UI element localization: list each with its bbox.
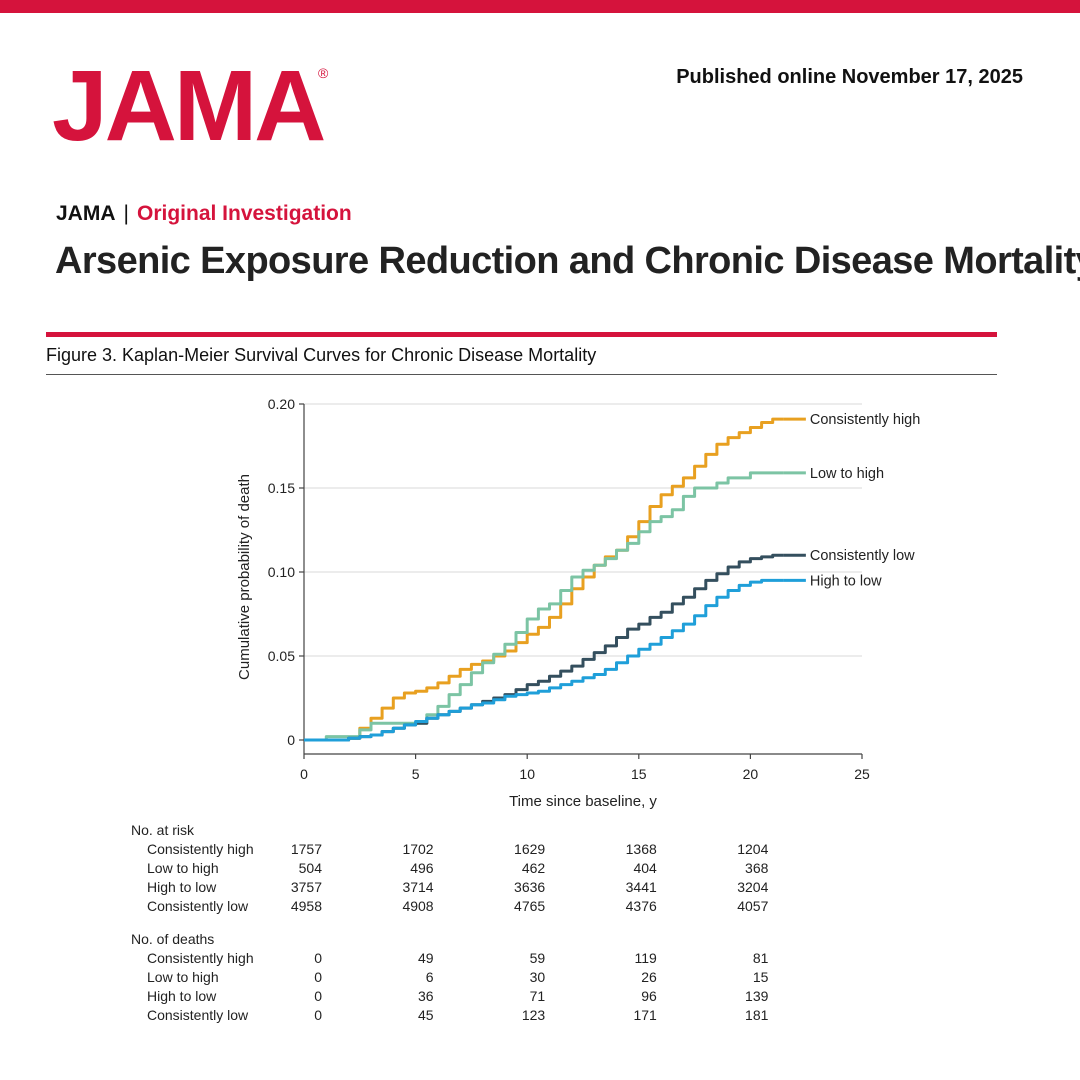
logo-text: JAMA: [52, 50, 326, 162]
risk-table-cell: 4057: [737, 898, 769, 914]
x-axis-label: Time since baseline, y: [509, 793, 657, 810]
published-date: Published online November 17, 2025: [676, 66, 1023, 88]
risk-table-cell: 0: [314, 1007, 322, 1023]
at-risk-heading: No. at risk: [131, 822, 195, 838]
chart-series: [304, 417, 784, 742]
risk-table-cell: 139: [745, 988, 769, 1004]
y-tick-label: 0.10: [268, 564, 295, 580]
series-label-high-to-low: High to low: [810, 573, 882, 589]
x-tick-label: 25: [854, 766, 870, 782]
risk-table-cell: 1204: [737, 841, 769, 857]
risk-table-cell: 3757: [290, 879, 322, 895]
risk-table-cell: 4908: [402, 898, 434, 914]
risk-table-cell: 4958: [290, 898, 322, 914]
series-line-consistently-low: [304, 553, 784, 742]
figure-top-rule: [46, 332, 997, 337]
risk-table-cell: 504: [298, 860, 322, 876]
risk-table-cell: 4765: [514, 898, 546, 914]
risk-table-cell: 49: [418, 950, 434, 966]
section-separator: |: [123, 202, 129, 225]
risk-table-cell: 3714: [402, 879, 434, 895]
risk-table-cell: 26: [641, 969, 657, 985]
risk-table-cell: 171: [633, 1007, 657, 1023]
risk-table-row-label: High to low: [147, 879, 217, 895]
risk-table-cell: 1368: [625, 841, 657, 857]
km-chart: 0 0.05 0.10 0.15 0.20 0 5 10 15 20 25 Time since b…: [236, 396, 920, 810]
risk-table-cell: 496: [410, 860, 434, 876]
risk-table-row-label: Consistently high: [147, 950, 254, 966]
x-tick-label: 10: [519, 766, 535, 782]
risk-table-cell: 404: [633, 860, 657, 876]
risk-table-row-label: High to low: [147, 988, 217, 1004]
risk-table-cell: 181: [745, 1007, 769, 1023]
article-section-line: JAMA | Original Investigation: [56, 202, 352, 226]
risk-table-cell: 6: [425, 969, 434, 985]
risk-table-cell: 3204: [737, 879, 769, 895]
risk-table-row-label: Consistently low: [147, 898, 249, 914]
risk-table-row-label: Consistently low: [147, 1007, 249, 1023]
risk-table-cell: 1757: [290, 841, 322, 857]
x-tick-label: 15: [631, 766, 647, 782]
risk-table-cell: 368: [745, 860, 769, 876]
risk-table-cell: 15: [752, 969, 769, 985]
risk-table-cell: 4376: [625, 898, 657, 914]
risk-table-cell: 3441: [625, 879, 657, 895]
deaths-heading: No. of deaths: [131, 931, 215, 947]
risk-table-cell: 96: [641, 988, 657, 1004]
series-label-low-to-high: Low to high: [810, 466, 884, 482]
risk-table-cell: 36: [418, 988, 434, 1004]
risk-table-cell: 71: [529, 988, 546, 1004]
top-accent-bar: [0, 0, 1080, 13]
risk-table-cell: 1702: [402, 841, 434, 857]
risk-table-cell: 462: [521, 860, 546, 876]
series-label-consistently-low: Consistently low: [810, 548, 915, 564]
risk-table-cell: 0: [314, 969, 322, 985]
x-tick-label: 20: [743, 766, 759, 782]
y-tick-label: 0.05: [268, 648, 295, 664]
y-tick-label: 0.15: [268, 480, 295, 496]
risk-table-cell: 81: [752, 950, 769, 966]
series-label-consistently-high: Consistently high: [810, 412, 920, 428]
risk-table-cell: 3636: [514, 879, 546, 895]
x-tick-label: 5: [412, 766, 420, 782]
risk-table-cell: 45: [418, 1007, 434, 1023]
chart-gridlines: [304, 403, 862, 657]
journal-name: JAMA: [56, 202, 116, 225]
risk-table-row-label: Low to high: [147, 860, 219, 876]
jama-logo: JAMA ®: [52, 56, 328, 156]
y-tick-label: 0.20: [268, 396, 295, 412]
risk-table-cell: 123: [521, 1007, 546, 1023]
x-tick-label: 0: [300, 766, 308, 782]
risk-table-cell: 1629: [514, 841, 546, 857]
series-line-high-to-low: [304, 578, 784, 742]
risk-table-cell: 0: [314, 950, 322, 966]
registered-mark: ®: [318, 65, 329, 81]
risk-table-row-label: Low to high: [147, 969, 219, 985]
y-axis-label: Cumulative probability of death: [236, 474, 253, 680]
series-line-consistently-high: [304, 417, 784, 742]
risk-table-cell: 119: [634, 950, 657, 966]
risk-table-cell: 30: [529, 969, 546, 985]
risk-table-cell: 0: [314, 988, 322, 1004]
risk-table-cell: 59: [529, 950, 546, 966]
chart-labels: Time since baseline, y Cumulative probabi…: [236, 412, 920, 810]
risk-table-row-label: Consistently high: [147, 841, 254, 857]
y-tick-label: 0: [287, 732, 295, 748]
article-type: Original Investigation: [136, 202, 352, 225]
figure-title-rule: [46, 374, 997, 375]
chart-axes: 0 0.05 0.10 0.15 0.20 0 5 10 15 20 25: [268, 396, 870, 782]
figure-title: Figure 3. Kaplan-Meier Survival Curves f…: [46, 345, 597, 365]
article-title: Arsenic Exposure Reduction and Chronic D…: [55, 240, 1080, 282]
